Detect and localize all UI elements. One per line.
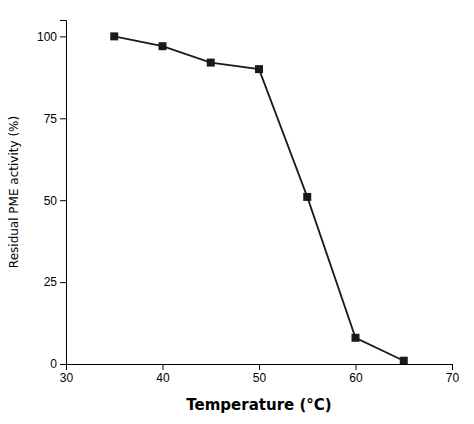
tick: 30 xyxy=(60,364,74,385)
tick: 70 xyxy=(446,364,460,385)
tick-label: 50 xyxy=(44,194,58,208)
tick-mark xyxy=(163,364,164,370)
axis-line xyxy=(67,365,453,371)
tick-label: 50 xyxy=(253,371,267,385)
y-axis-title: Residual PME activity (%) xyxy=(7,116,21,268)
axis-line xyxy=(60,21,67,365)
tick-label: 60 xyxy=(349,371,363,385)
tick-mark xyxy=(60,282,66,283)
tick: 75 xyxy=(44,112,66,126)
tick: 60 xyxy=(349,364,363,385)
tick-mark xyxy=(259,364,260,370)
marker xyxy=(352,334,360,342)
tick: 50 xyxy=(44,194,66,208)
tick-label: 0 xyxy=(50,357,57,371)
tick-mark xyxy=(60,200,66,201)
marker xyxy=(255,65,263,73)
plot: 30 40 50 60 70 0 25 50 75 100 xyxy=(37,21,460,385)
marker xyxy=(159,42,167,50)
tick-label: 100 xyxy=(37,30,57,44)
tick-mark xyxy=(452,364,453,370)
tick-mark xyxy=(60,118,66,119)
marker xyxy=(110,32,118,40)
marker xyxy=(400,357,408,364)
tick-label: 30 xyxy=(60,371,74,385)
chart: 30 40 50 60 70 0 25 50 75 100 Temperature (°C) Resi… xyxy=(0,0,474,424)
marker xyxy=(207,59,215,67)
tick-label: 40 xyxy=(156,371,170,385)
tick-mark xyxy=(356,364,357,370)
tick-label: 25 xyxy=(44,275,58,289)
tick: 25 xyxy=(44,275,66,289)
line xyxy=(114,36,404,360)
tick-mark xyxy=(60,36,66,37)
tick: 0 xyxy=(50,357,66,371)
tick: 40 xyxy=(156,364,170,385)
tick-label: 75 xyxy=(44,112,58,126)
y-axis: 0 25 50 75 100 xyxy=(37,21,67,372)
x-axis-title: Temperature (°C) xyxy=(186,396,331,414)
tick-label: 70 xyxy=(446,371,460,385)
tick: 50 xyxy=(253,364,267,385)
series xyxy=(110,32,408,364)
tick-mark xyxy=(60,364,66,365)
x-axis: 30 40 50 60 70 xyxy=(60,364,460,385)
marker xyxy=(303,193,311,201)
tick: 100 xyxy=(37,30,66,44)
